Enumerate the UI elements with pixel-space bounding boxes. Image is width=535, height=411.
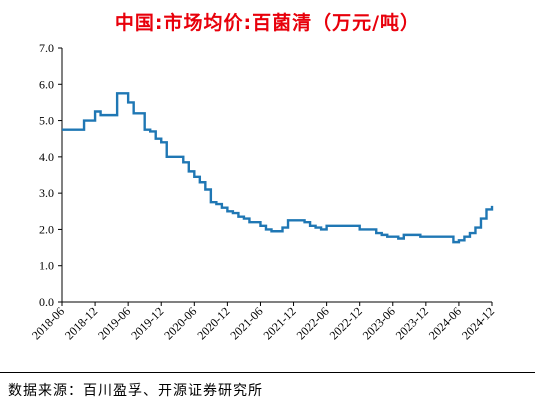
series-group xyxy=(62,93,492,242)
series-line xyxy=(62,93,492,242)
x-tick-label: 2018-12 xyxy=(62,304,100,342)
y-tick-label: 1.0 xyxy=(39,259,54,273)
y-tick-label: 5.0 xyxy=(39,114,54,128)
y-axis-ticks: 0.0 1.0 2.0 3.0 4.0 5.0 6.0 7.0 xyxy=(39,41,62,309)
x-tick-label: 2020-12 xyxy=(194,304,232,342)
y-tick-label: 6.0 xyxy=(39,77,54,91)
y-tick-label: 3.0 xyxy=(39,186,54,200)
x-tick-label: 2024-06 xyxy=(426,304,464,342)
x-tick-label: 2022-12 xyxy=(327,304,365,342)
y-tick-label: 7.0 xyxy=(39,41,54,55)
axes xyxy=(62,48,492,302)
y-tick-label: 0.0 xyxy=(39,295,54,309)
x-tick-label: 2019-12 xyxy=(128,304,166,342)
x-tick-label: 2020-06 xyxy=(161,304,199,342)
x-tick-label: 2018-06 xyxy=(29,304,67,342)
x-tick-label: 2024-12 xyxy=(459,304,497,342)
x-tick-label: 2019-06 xyxy=(95,304,133,342)
x-axis-ticks: 2018-062018-122019-062019-122020-062020-… xyxy=(29,302,497,342)
x-tick-label: 2022-06 xyxy=(294,304,332,342)
x-tick-label: 2023-12 xyxy=(393,304,431,342)
x-tick-label: 2021-12 xyxy=(260,304,298,342)
y-tick-label: 4.0 xyxy=(39,150,54,164)
y-tick-label: 2.0 xyxy=(39,222,54,236)
data-source: 数据来源：百川盈孚、开源证券研究所 xyxy=(8,380,263,400)
x-tick-label: 2021-06 xyxy=(227,304,265,342)
footer-divider xyxy=(0,372,535,373)
x-tick-label: 2023-06 xyxy=(360,304,398,342)
